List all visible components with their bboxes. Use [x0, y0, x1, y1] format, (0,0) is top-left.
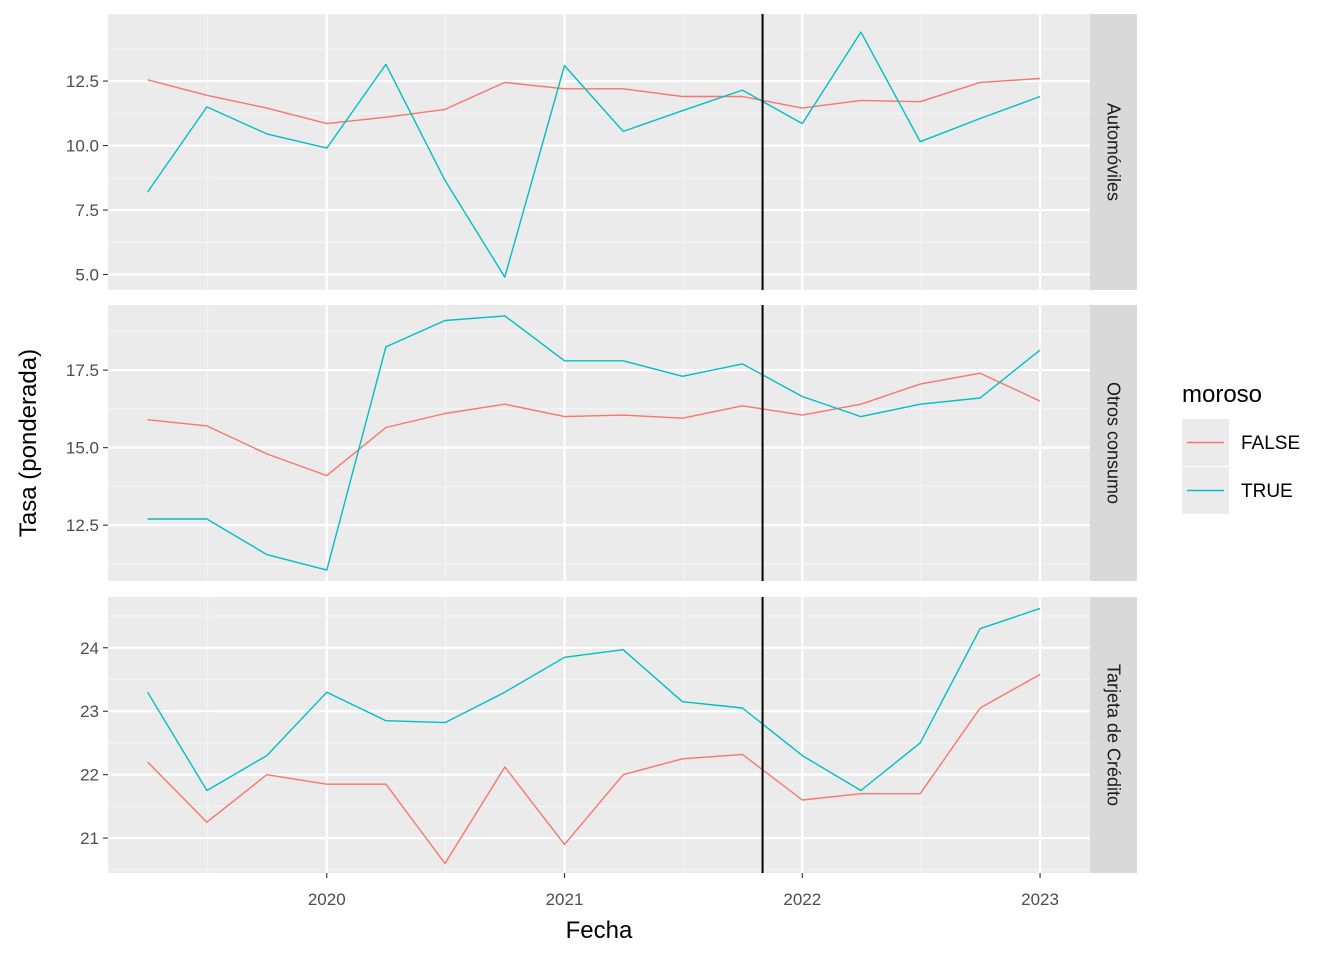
legend-label-true: TRUE [1241, 481, 1293, 502]
y-tick-label: 23 [80, 702, 99, 721]
x-tick-label: 2020 [308, 890, 346, 909]
facet-strip-label: Tarjeta de Crédito [1104, 664, 1124, 806]
facet-strip [1090, 597, 1137, 873]
y-tick-label: 12.5 [66, 516, 99, 535]
facet-strip-label: Otros consumo [1104, 382, 1124, 504]
panel-background [108, 305, 1090, 581]
x-axis: 2020 2021 2022 2023 [308, 873, 1059, 909]
y-tick-label: 10.0 [66, 137, 99, 156]
facet-strip [1090, 305, 1137, 581]
x-axis-title: Fecha [566, 917, 633, 944]
legend-label-false: FALSE [1241, 433, 1300, 454]
x-tick-label: 2021 [546, 890, 584, 909]
legend-title: moroso [1182, 381, 1262, 408]
series-line-false [147, 372, 1041, 477]
y-tick-label: 15.0 [66, 439, 99, 458]
x-tick-label: 2023 [1021, 890, 1059, 909]
facet-strip-label: Automóviles [1104, 103, 1124, 201]
y-tick-label: 7.5 [75, 201, 99, 220]
panel-3: 21 22 23 24 Tarjeta de Crédito [80, 597, 1137, 873]
series-line-true [147, 607, 1041, 792]
y-axis-title: Tasa (ponderada) [15, 349, 42, 537]
panel-1: 5.0 7.5 10.0 12.5 Automóviles [66, 14, 1137, 290]
series-line-true [147, 31, 1041, 278]
panel-2: 12.5 15.0 17.5 Otros consumo [66, 305, 1137, 581]
panel-background [108, 597, 1090, 873]
legend: moroso FALSE TRUE [1182, 381, 1300, 514]
panel-background [108, 14, 1090, 290]
series-line-false [147, 77, 1041, 125]
x-tick-label: 2022 [783, 890, 821, 909]
y-tick-label: 12.5 [66, 72, 99, 91]
y-tick-label: 21 [80, 829, 99, 848]
series-line-false [147, 673, 1041, 865]
panels-layer: 5.0 7.5 10.0 12.5 Automóviles 12.5 15.0 17.5 Otr… [66, 14, 1137, 873]
y-tick-label: 5.0 [75, 266, 99, 285]
y-tick-label: 17.5 [66, 361, 99, 380]
y-tick-label: 24 [80, 639, 99, 658]
series-line-true [147, 315, 1041, 571]
y-tick-label: 22 [80, 766, 99, 785]
facet-strip [1090, 14, 1137, 290]
